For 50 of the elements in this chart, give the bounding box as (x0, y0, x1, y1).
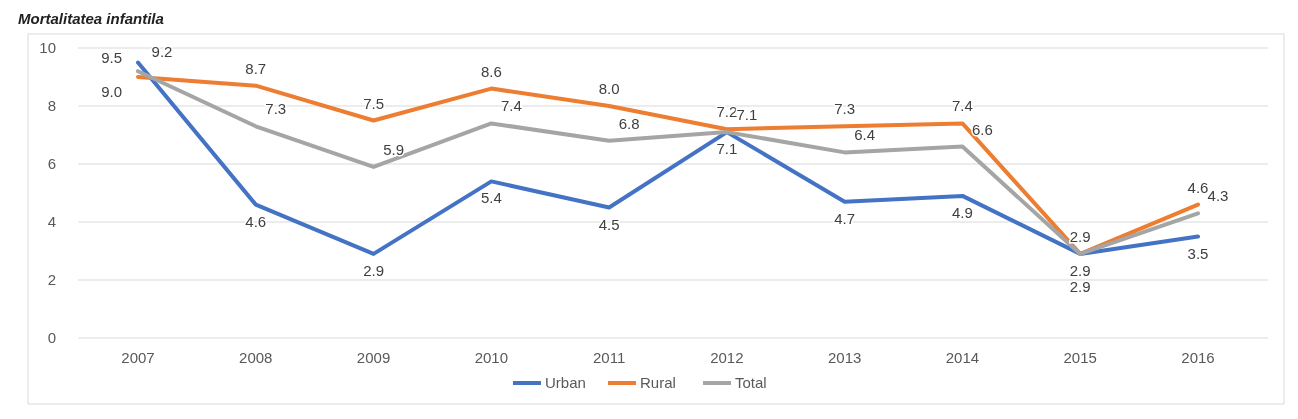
data-label: 8.6 (480, 62, 502, 80)
data-label: 4.6 (245, 212, 267, 230)
data-label: 7.3 (265, 100, 287, 118)
legend-label: Rural (640, 374, 676, 392)
legend-label: Urban (545, 374, 586, 392)
y-tick-label: 8 (47, 97, 56, 115)
y-tick-label: 2 (47, 271, 56, 289)
data-label: 4.3 (1207, 187, 1229, 205)
x-tick-label: 2007 (121, 349, 155, 366)
data-label: 8.7 (245, 59, 267, 77)
data-label: 4.5 (598, 215, 620, 233)
data-label: 9.2 (151, 43, 173, 61)
data-label: 4.6 (1187, 178, 1209, 196)
y-tick-label: 6 (47, 155, 56, 173)
data-label: 2.9 (1069, 227, 1091, 245)
x-tick-label: 2013 (827, 349, 862, 366)
data-label: 7.4 (952, 97, 973, 115)
x-tick-label: 2011 (592, 349, 626, 366)
x-tick-label: 2008 (239, 349, 273, 366)
data-label: 5.9 (383, 140, 404, 158)
data-label: 7.3 (834, 100, 856, 118)
legend-label: Total (735, 374, 767, 392)
data-label: 9.5 (101, 48, 122, 66)
data-label: 4.7 (834, 209, 856, 227)
y-tick-label: 0 (47, 329, 56, 347)
data-label: 3.5 (1187, 244, 1209, 262)
data-label: 6.6 (972, 120, 993, 138)
x-tick-label: 2014 (945, 349, 980, 366)
x-tick-label: 2016 (1181, 349, 1215, 366)
data-label: 7.1 (736, 106, 758, 124)
x-tick-label: 2015 (1063, 349, 1097, 366)
data-label: 6.4 (854, 126, 876, 144)
x-tick-label: 2009 (356, 349, 391, 366)
data-label: 2.9 (1069, 277, 1091, 295)
data-label: 8.0 (598, 80, 620, 97)
x-tick-label: 2010 (474, 349, 509, 366)
data-label: 2.9 (1069, 261, 1091, 279)
y-tick-label: 4 (47, 213, 56, 231)
x-tick-label: 2012 (710, 349, 744, 366)
y-tick-label: 10 (39, 39, 56, 57)
data-label: 6.8 (618, 114, 640, 132)
data-label: 4.9 (952, 203, 973, 221)
data-label: 2.9 (363, 261, 384, 279)
data-label: 7.5 (363, 94, 384, 112)
data-label: 5.4 (480, 189, 502, 207)
chart-title: Mortalitatea infantila (18, 10, 164, 27)
data-label: 7.4 (500, 97, 522, 115)
data-label: 7.2 (716, 103, 738, 121)
data-label: 9.0 (101, 83, 122, 100)
data-label: 7.1 (716, 140, 738, 158)
